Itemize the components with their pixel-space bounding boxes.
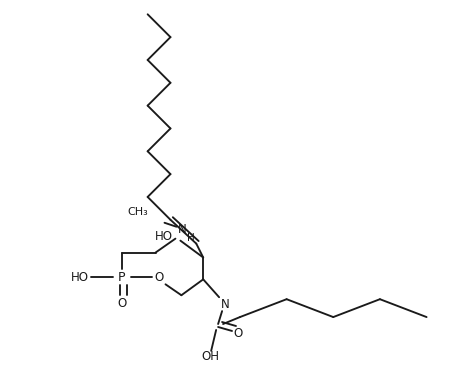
Text: N: N: [221, 298, 229, 311]
Text: O: O: [154, 271, 163, 284]
Text: H: H: [187, 233, 195, 243]
Text: P: P: [118, 271, 126, 284]
Text: HO: HO: [155, 230, 172, 243]
Text: OH: OH: [201, 350, 219, 363]
Text: O: O: [117, 297, 127, 310]
Text: O: O: [234, 328, 242, 340]
Text: N: N: [178, 223, 187, 236]
Text: HO: HO: [71, 271, 89, 284]
Text: CH₃: CH₃: [128, 207, 149, 217]
